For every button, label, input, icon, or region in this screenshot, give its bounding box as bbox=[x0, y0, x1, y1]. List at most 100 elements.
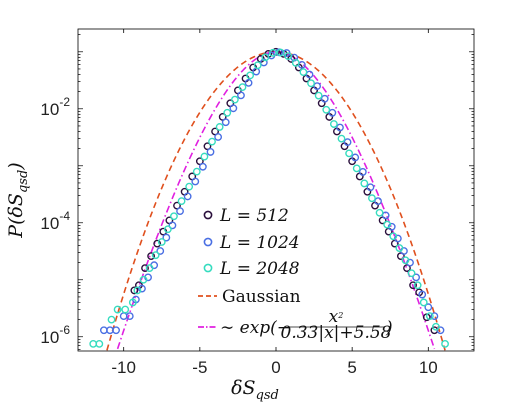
data-point bbox=[223, 108, 232, 117]
legend-fit-denominator: 0.33|x|+5.58 bbox=[281, 323, 392, 343]
data-point bbox=[432, 322, 440, 331]
data-point bbox=[387, 222, 396, 231]
data-point bbox=[170, 212, 178, 221]
data-point bbox=[141, 264, 149, 273]
y-tick-label: 10-2 bbox=[40, 95, 70, 119]
data-point bbox=[366, 183, 375, 192]
data-point bbox=[412, 273, 421, 282]
data-point bbox=[424, 303, 433, 312]
data-point bbox=[253, 61, 262, 70]
legend-entry-fit: ∼ exp(− x2 0.33|x|+5.58 ) bbox=[198, 307, 393, 343]
data-point bbox=[336, 123, 344, 132]
data-point bbox=[130, 286, 139, 295]
data-point bbox=[352, 164, 361, 173]
legend-label-l2048: L = 2048 bbox=[219, 259, 300, 279]
data-point bbox=[291, 58, 300, 67]
legend-fit-numerator: x2 bbox=[329, 307, 344, 327]
x-tick-label: -10 bbox=[111, 358, 136, 377]
y-tick-label: 10-6 bbox=[40, 323, 70, 347]
data-point bbox=[276, 48, 285, 57]
data-point bbox=[269, 48, 277, 57]
data-point bbox=[313, 82, 322, 91]
data-point bbox=[284, 52, 293, 61]
data-point bbox=[430, 312, 439, 321]
data-point bbox=[299, 68, 308, 77]
data-point bbox=[368, 194, 376, 203]
data-point bbox=[221, 118, 230, 127]
legend-label-l1024: L = 1024 bbox=[219, 233, 300, 253]
data-point bbox=[121, 305, 130, 314]
data-point bbox=[425, 312, 434, 321]
data-point bbox=[157, 238, 166, 246]
data-point bbox=[183, 192, 192, 201]
data-point bbox=[307, 79, 315, 88]
y-axis-label: P(δSqsd) bbox=[5, 162, 31, 238]
data-point bbox=[145, 264, 154, 273]
legend: L = 512 L = 1024 L = 2048 Gaussian ∼ exp… bbox=[198, 206, 393, 343]
data-point bbox=[358, 168, 367, 176]
y-tick-label: 10-4 bbox=[40, 209, 70, 233]
ticks-layer: -10 -5 0 5 10 10-6 10-4 10-2 bbox=[40, 29, 474, 377]
data-point bbox=[418, 290, 427, 299]
data-point bbox=[206, 148, 215, 156]
data-point bbox=[176, 207, 184, 216]
data-point bbox=[185, 182, 194, 191]
data-point bbox=[329, 120, 338, 128]
data-point bbox=[337, 134, 346, 143]
legend-label-l512: L = 512 bbox=[219, 206, 289, 226]
data-point bbox=[230, 95, 239, 104]
data-point bbox=[360, 179, 369, 188]
data-point bbox=[139, 275, 148, 284]
legend-entry-l1024: L = 1024 bbox=[203, 233, 300, 253]
data-point bbox=[113, 305, 122, 314]
data-point bbox=[314, 91, 323, 100]
data-point bbox=[441, 339, 449, 348]
data-point bbox=[328, 108, 337, 117]
points-layer bbox=[89, 47, 449, 348]
legend-fit-prefix: ∼ exp(− bbox=[220, 318, 291, 338]
data-point bbox=[389, 232, 398, 241]
legend-fit-suffix: ) bbox=[385, 318, 393, 338]
data-point bbox=[215, 123, 224, 131]
data-point bbox=[198, 162, 207, 171]
data-point bbox=[374, 197, 382, 206]
data-point bbox=[419, 298, 428, 307]
data-point bbox=[162, 233, 171, 242]
data-point bbox=[343, 138, 352, 147]
data-point bbox=[320, 94, 329, 103]
data-point bbox=[163, 225, 172, 234]
legend-entry-gaussian: Gaussian bbox=[198, 287, 301, 307]
data-point bbox=[401, 256, 410, 265]
curves-layer bbox=[106, 50, 446, 351]
series-l2048 bbox=[89, 48, 449, 348]
data-point bbox=[246, 71, 255, 80]
curve-gaussian bbox=[106, 51, 446, 351]
data-point bbox=[395, 244, 404, 252]
data-point bbox=[128, 298, 137, 307]
data-point bbox=[191, 177, 200, 186]
data-point bbox=[393, 234, 402, 243]
data-point bbox=[237, 91, 245, 100]
data-point bbox=[177, 197, 186, 206]
curve-fit bbox=[116, 50, 436, 350]
data-point bbox=[409, 281, 417, 290]
data-point bbox=[375, 208, 384, 217]
legend-marker-l512 bbox=[203, 210, 213, 220]
data-point bbox=[107, 315, 116, 324]
data-point bbox=[407, 269, 416, 278]
data-point bbox=[151, 251, 160, 260]
x-tick-label: -5 bbox=[192, 358, 207, 377]
data-point bbox=[413, 281, 422, 290]
data-point bbox=[351, 153, 360, 162]
data-point bbox=[229, 104, 238, 113]
x-tick-label: 5 bbox=[347, 358, 356, 377]
data-point bbox=[203, 142, 212, 151]
data-point bbox=[238, 83, 247, 92]
data-point bbox=[322, 105, 331, 114]
x-tick-label: 10 bbox=[419, 358, 438, 377]
x-axis-label: δSqsd bbox=[231, 377, 279, 403]
data-point bbox=[208, 137, 216, 146]
data-point bbox=[138, 284, 146, 293]
data-point bbox=[261, 53, 270, 62]
data-point bbox=[125, 312, 134, 321]
